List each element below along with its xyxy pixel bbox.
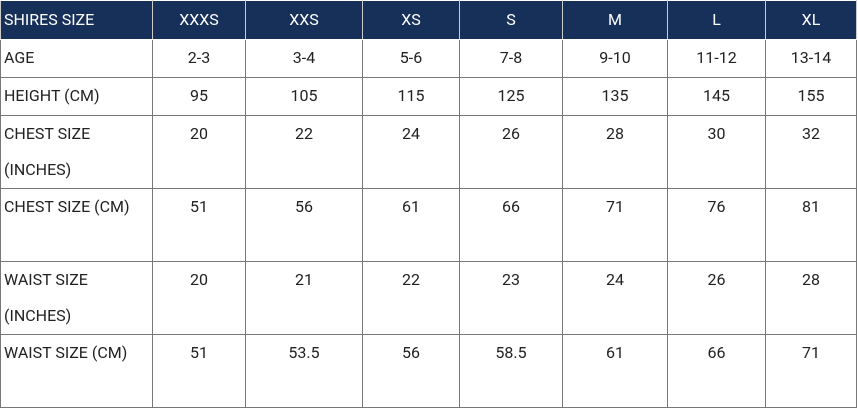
table-cell: 3-4 [245,39,363,78]
table-cell: 115 [362,77,460,116]
table-cell: 32 [765,115,857,189]
header-cell: XXS [245,0,363,40]
table-body: AGE 2-3 3-4 5-6 7-8 9-10 11-12 13-14 HEIGHT (CM)… [0,39,857,408]
table-cell: 5-6 [362,39,460,78]
table-cell: 71 [562,188,668,262]
row-label: WAIST SIZE (INCHES) [0,261,153,335]
table-row: CHEST SIZE (CM) 51 56 61 66 71 76 81 [0,188,857,262]
table-cell: 24 [562,261,668,335]
table-cell: 56 [245,188,363,262]
header-cell: L [667,0,766,40]
table-row: CHEST SIZE (INCHES) 20 22 24 26 28 30 32 [0,115,857,189]
table-cell: 28 [765,261,857,335]
table-cell: 9-10 [562,39,668,78]
table-cell: 61 [562,334,668,408]
table-cell: 58.5 [459,334,563,408]
table-cell: 125 [459,77,563,116]
table-cell: 66 [459,188,563,262]
row-label: HEIGHT (CM) [0,77,153,116]
table-cell: 30 [667,115,766,189]
table-cell: 53.5 [245,334,363,408]
header-cell: XXXS [152,0,246,40]
row-label: CHEST SIZE (CM) [0,188,153,262]
table-cell: 24 [362,115,460,189]
table-cell: 20 [152,115,246,189]
table-cell: 71 [765,334,857,408]
table-row: AGE 2-3 3-4 5-6 7-8 9-10 11-12 13-14 [0,39,857,78]
table-cell: 20 [152,261,246,335]
header-cell: XL [765,0,857,40]
table-cell: 81 [765,188,857,262]
table-cell: 22 [362,261,460,335]
table-cell: 2-3 [152,39,246,78]
header-cell: XS [362,0,460,40]
row-label: CHEST SIZE (INCHES) [0,115,153,189]
table-cell: 13-14 [765,39,857,78]
header-row: SHIRES SIZE XXXS XXS XS S M L XL [0,0,857,40]
header-cell: S [459,0,563,40]
row-label: WAIST SIZE (CM) [0,334,153,408]
table-cell: 105 [245,77,363,116]
table-cell: 11-12 [667,39,766,78]
table-cell: 155 [765,77,857,116]
table-cell: 51 [152,334,246,408]
table-cell: 76 [667,188,766,262]
table-cell: 26 [667,261,766,335]
table-cell: 135 [562,77,668,116]
table-cell: 28 [562,115,668,189]
table-row: HEIGHT (CM) 95 105 115 125 135 145 155 [0,77,857,116]
table-cell: 22 [245,115,363,189]
table-cell: 26 [459,115,563,189]
table-cell: 21 [245,261,363,335]
table-cell: 66 [667,334,766,408]
header-cell: SHIRES SIZE [0,0,153,40]
table-cell: 95 [152,77,246,116]
table-cell: 23 [459,261,563,335]
row-label: AGE [0,39,153,78]
size-table: SHIRES SIZE XXXS XXS XS S M L XL AGE 2-3 3-4 5-6 7-… [0,0,857,408]
header-cell: M [562,0,668,40]
table-row: WAIST SIZE (INCHES) 20 21 22 23 24 26 28 [0,261,857,335]
table-cell: 145 [667,77,766,116]
table-row: WAIST SIZE (CM) 51 53.5 56 58.5 61 66 71 [0,334,857,408]
table-cell: 7-8 [459,39,563,78]
table-cell: 61 [362,188,460,262]
table-cell: 56 [362,334,460,408]
table-cell: 51 [152,188,246,262]
